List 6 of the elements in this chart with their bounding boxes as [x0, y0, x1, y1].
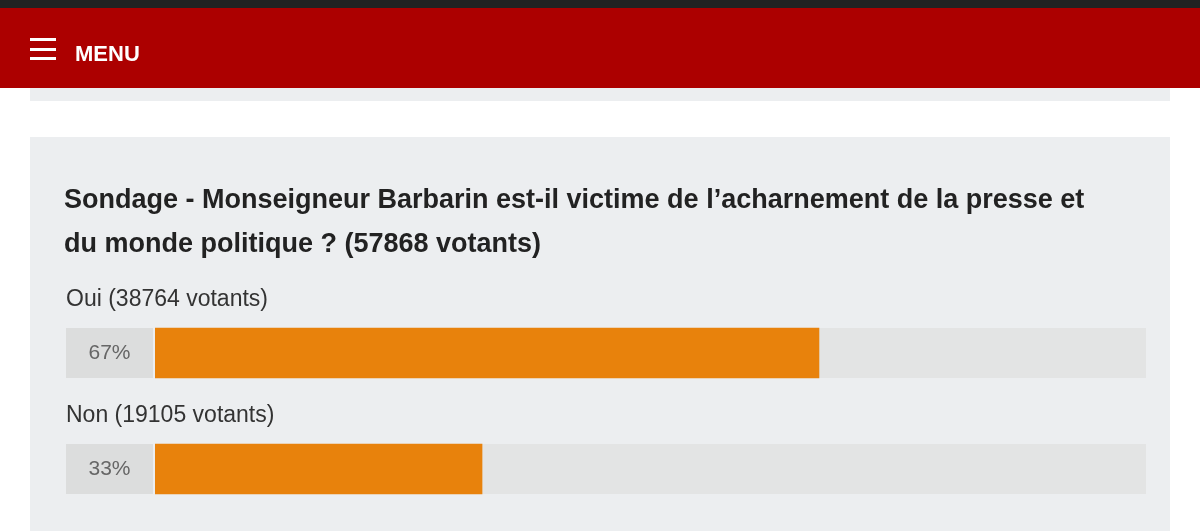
- data-label: 67%: [88, 339, 131, 363]
- data-label: 33%: [88, 455, 131, 479]
- y-tick-label: Non (19105 votants): [66, 401, 275, 428]
- y-tick-label: Oui (38764 votants): [66, 285, 269, 312]
- text: MENU: [75, 41, 140, 67]
- chart-title: Sondage - Monseigneur Barbarin est-il victime de l’acharnement de la presse et du monde politique ? (57868 votants): [64, 183, 1086, 260]
